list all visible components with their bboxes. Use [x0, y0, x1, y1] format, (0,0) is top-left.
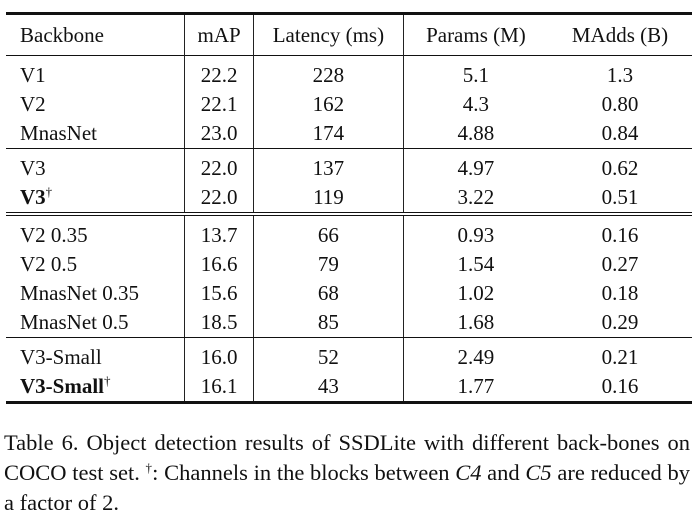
table-row: V2 22.1 162 4.3 0.80 [6, 90, 692, 119]
cell-params: 4.97 [457, 156, 495, 180]
cell-map: 13.7 [184, 214, 255, 250]
cell-latency: 85 [253, 308, 404, 338]
cell-madds: 0.62 [601, 156, 639, 180]
cell-params: 1.02 [457, 281, 495, 305]
cell-madds: 0.29 [548, 308, 692, 338]
table-row: V3 22.0 137 4.97 0.62 [6, 148, 692, 183]
table-caption: Table 6. Object detection results of SSD… [4, 428, 690, 518]
cell-map: 15.6 [184, 279, 255, 308]
caption-text-4: are reduced by a factor of 2. [4, 460, 690, 515]
table-row: MnasNet 0.35 15.6 68 1.02 0.18 [6, 279, 692, 308]
table-row: V3† 22.0 119 3.22 0.51 [6, 183, 692, 216]
header-params: Params (M) [426, 23, 526, 47]
table-row: V3-Small 16.0 52 2.49 0.21 [6, 337, 692, 372]
header-backbone: Backbone [6, 13, 186, 56]
caption-c4: C4 [455, 460, 482, 485]
cell-backbone: V3† [6, 183, 186, 216]
cell-latency: 79 [253, 250, 404, 279]
cell-backbone: V3-Small† [6, 372, 186, 404]
cell-params: 1.68 [403, 308, 549, 338]
cell-latency: 66 [253, 214, 404, 250]
cell-madds: 0.21 [601, 345, 639, 369]
cell-backbone: MnasNet 0.5 [6, 308, 186, 338]
cell-map: 23.0 [184, 119, 255, 149]
cell-map: 22.2 [184, 55, 255, 90]
results-table: Backbone mAP Latency (ms) Params (M) MAd… [6, 12, 692, 404]
header-madds: MAdds (B) [571, 23, 669, 47]
backbone-bold-label: V3 [20, 185, 46, 209]
cell-backbone: V3 [6, 148, 186, 183]
cell-params: 4.88 [403, 119, 549, 149]
cell-map: 16.6 [184, 250, 255, 279]
caption-text-2: : Channels in the blocks between [152, 460, 456, 485]
table-row: V2 0.35 13.7 66 0.93 0.16 [6, 214, 692, 250]
cell-map: 22.1 [184, 90, 255, 119]
cell-map: 22.0 [184, 183, 255, 216]
cell-madds: 0.27 [601, 252, 639, 276]
cell-latency: 174 [253, 119, 404, 149]
caption-dagger: † [145, 460, 153, 475]
table-row: V2 0.5 16.6 79 1.54 0.27 [6, 250, 692, 279]
dagger-mark: † [45, 184, 53, 199]
cell-backbone: V2 [6, 90, 186, 119]
cell-backbone: MnasNet 0.35 [6, 279, 186, 308]
caption-c5: C5 [525, 460, 552, 485]
cell-latency: 43 [253, 372, 404, 404]
cell-params: 5.1 [462, 63, 490, 87]
cell-madds: 0.16 [548, 372, 692, 404]
cell-backbone: V3-Small [6, 337, 186, 372]
cell-map: 22.0 [184, 148, 255, 183]
cell-backbone: MnasNet [6, 119, 186, 149]
cell-params: 1.77 [403, 372, 549, 404]
dagger-mark: † [104, 373, 111, 388]
cell-latency: 137 [253, 148, 404, 183]
cell-map: 16.0 [184, 337, 255, 372]
caption-text-1: Table 6. Object detection results of SSD… [4, 430, 690, 485]
cell-params: 2.49 [457, 345, 495, 369]
cell-madds: 0.51 [548, 183, 692, 216]
cell-latency: 228 [253, 55, 404, 90]
cell-madds: 1.3 [606, 63, 634, 87]
cell-map: 16.1 [184, 372, 255, 404]
cell-latency: 52 [253, 337, 404, 372]
header-map: mAP [184, 13, 255, 56]
cell-backbone: V1 [6, 55, 186, 90]
header-row: Backbone mAP Latency (ms) Params (M) MAd… [6, 13, 692, 56]
caption-text-3: and [481, 460, 526, 485]
cell-latency: 162 [253, 90, 404, 119]
header-latency: Latency (ms) [253, 13, 404, 56]
cell-params: 0.93 [457, 223, 495, 247]
cell-latency: 119 [253, 183, 404, 216]
table-row: MnasNet 0.5 18.5 85 1.68 0.29 [6, 308, 692, 338]
cell-madds: 0.18 [601, 281, 639, 305]
cell-map: 18.5 [184, 308, 255, 338]
cell-madds: 0.84 [548, 119, 692, 149]
cell-backbone: V2 0.5 [6, 250, 186, 279]
table-row: V1 22.2 228 5.1 1.3 [6, 55, 692, 90]
table-row: V3-Small† 16.1 43 1.77 0.16 [6, 372, 692, 404]
cell-backbone: V2 0.35 [6, 214, 186, 250]
cell-params: 1.54 [457, 252, 495, 276]
table-row: MnasNet 23.0 174 4.88 0.84 [6, 119, 692, 149]
cell-madds: 0.16 [601, 223, 639, 247]
cell-madds: 0.80 [601, 92, 639, 116]
cell-latency: 68 [253, 279, 404, 308]
cell-params: 4.3 [462, 92, 490, 116]
cell-params: 3.22 [403, 183, 549, 216]
backbone-bold-label: V3-Small [20, 374, 104, 398]
